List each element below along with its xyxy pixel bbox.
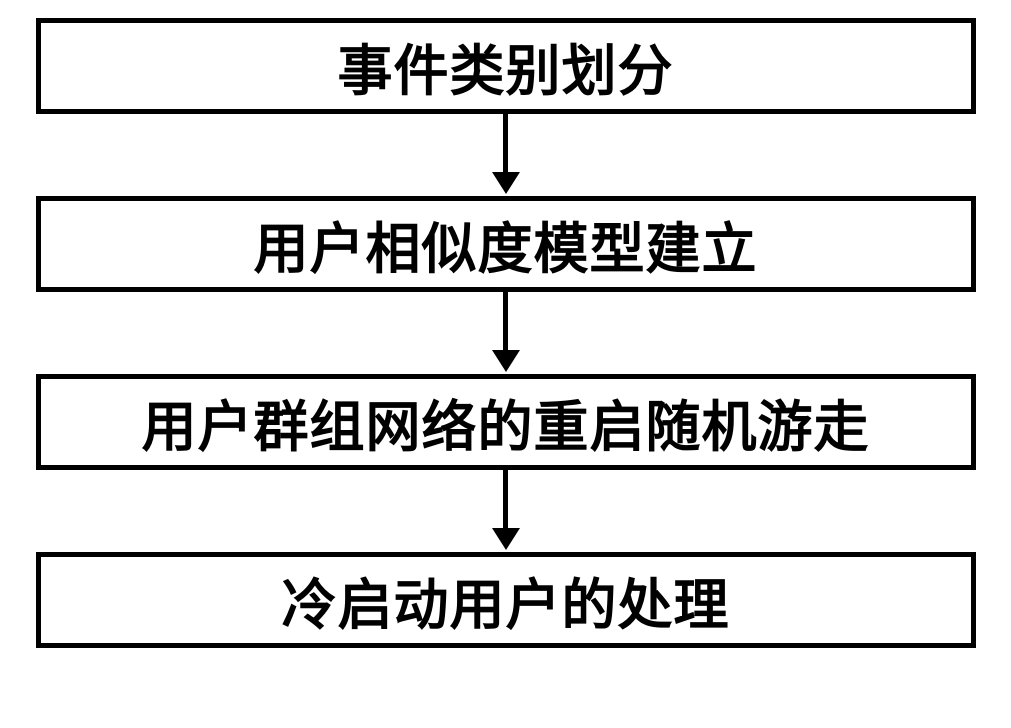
arrow-shaft (503, 114, 508, 172)
flow-node-3: 用户群组网络的重启随机游走 (36, 374, 976, 470)
arrow-shaft (503, 292, 508, 350)
flow-node-2: 用户相似度模型建立 (36, 196, 976, 292)
flow-node-3-label: 用户群组网络的重启随机游走 (141, 382, 869, 462)
arrow-head-icon (492, 528, 520, 550)
flow-node-2-label: 用户相似度模型建立 (253, 204, 757, 284)
arrow-shaft (503, 470, 508, 528)
flow-node-1: 事件类别划分 (36, 18, 976, 114)
flow-node-4-label: 冷启动用户的处理 (281, 560, 729, 640)
arrow-head-icon (492, 350, 520, 372)
flow-arrow-2 (492, 292, 520, 372)
arrow-head-icon (492, 172, 520, 194)
flow-node-4: 冷启动用户的处理 (36, 552, 976, 648)
flowchart-container: 事件类别划分 用户相似度模型建立 用户群组网络的重启随机游走 冷启动用户的处理 (0, 0, 1011, 728)
flow-arrow-1 (492, 114, 520, 194)
flow-arrow-3 (492, 470, 520, 550)
flow-node-1-label: 事件类别划分 (337, 26, 673, 106)
